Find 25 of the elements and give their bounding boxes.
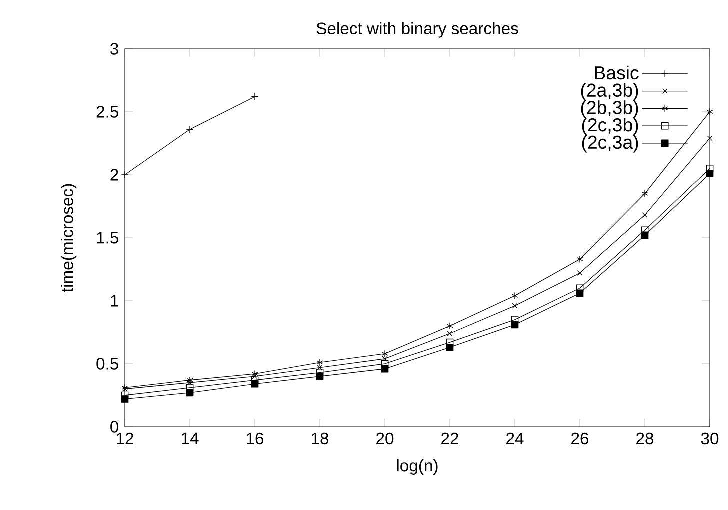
legend-label: (2b,3b) — [581, 100, 638, 118]
x-tick-label: 30 — [701, 432, 719, 445]
x-tick-label: 18 — [312, 432, 329, 445]
legend-label: (2c,3b) — [582, 118, 638, 136]
y-tick-label: 3 — [110, 43, 118, 55]
y-tick-label: 2.5 — [96, 106, 118, 118]
y-tick-label: 0 — [110, 421, 119, 433]
legend-label: (2a,3b) — [581, 83, 638, 101]
legend-label: Basic — [595, 66, 639, 80]
y-tick-label: 0.5 — [96, 358, 118, 370]
x-tick-label: 26 — [572, 432, 589, 445]
x-tick-label: 14 — [182, 432, 199, 444]
x-tick-label: 22 — [442, 432, 458, 444]
y-tick-label: 1 — [111, 295, 118, 307]
x-tick-label: 24 — [506, 432, 524, 444]
legend-label: (2c,3a) — [582, 135, 638, 153]
chart-title: Select with binary searches — [316, 22, 518, 38]
x-tick-label: 12 — [117, 432, 134, 444]
x-tick-label: 20 — [376, 432, 394, 445]
x-tick-label: 16 — [247, 432, 264, 445]
x-axis-title: log(n) — [397, 459, 438, 475]
y-tick-label: 2 — [110, 169, 118, 181]
x-tick-label: 28 — [636, 432, 654, 445]
y-axis-title: time(microsec) — [61, 184, 77, 292]
y-tick-label: 1.5 — [97, 232, 118, 244]
